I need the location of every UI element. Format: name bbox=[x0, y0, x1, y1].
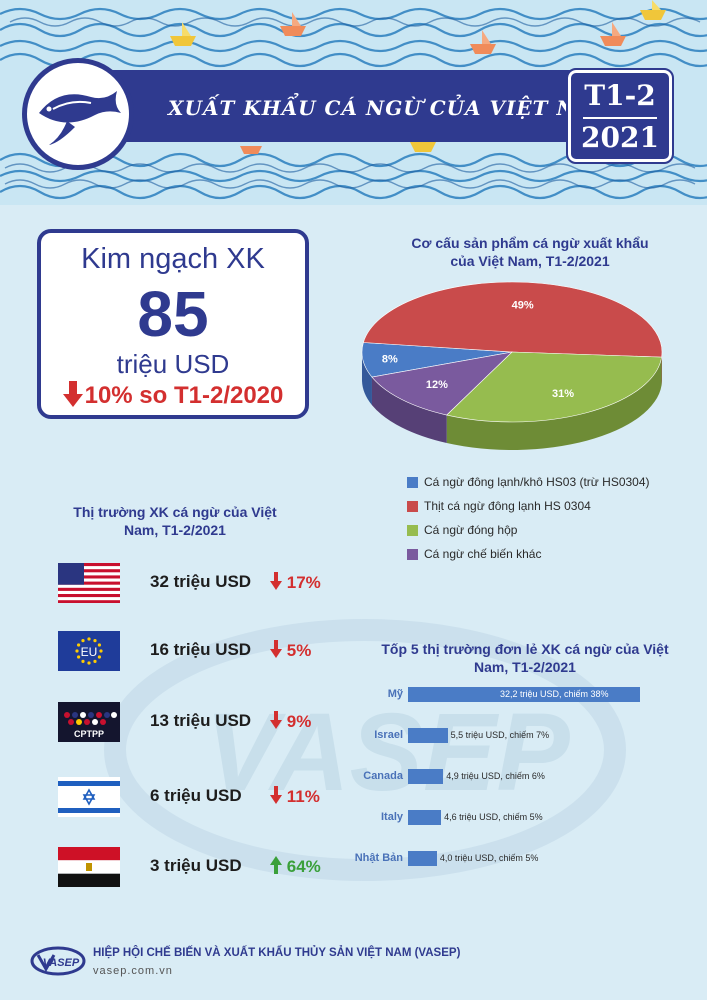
bar-category-label: Canada bbox=[363, 770, 403, 782]
legend-item: Cá ngừ đóng hộp bbox=[407, 522, 687, 540]
cptpp-flag-icon: CPTPP bbox=[58, 702, 120, 742]
legend-label: Thịt cá ngừ đông lạnh HS 0304 bbox=[424, 499, 591, 513]
down-arrow-icon bbox=[62, 381, 83, 407]
market-change: 17% bbox=[270, 572, 321, 593]
bar-data-label: 5,5 triệu USD, chiếm 7% bbox=[450, 730, 550, 740]
legend-item: Cá ngừ chế biến khác bbox=[407, 546, 687, 564]
legend-label: Cá ngừ đóng hộp bbox=[424, 523, 518, 537]
market-row-usa: 32 triệu USD 17% bbox=[50, 563, 350, 605]
bar bbox=[408, 687, 640, 702]
legend-label: Cá ngừ chế biến khác bbox=[424, 547, 542, 561]
footer-organization: HIỆP HỘI CHẾ BIẾN VÀ XUẤT KHẨU THỦY SẢN … bbox=[93, 947, 461, 959]
bar bbox=[408, 851, 437, 866]
bar-data-label: 32,2 triệu USD, chiếm 38% bbox=[500, 689, 609, 699]
market-value: 32 triệu USD bbox=[150, 572, 252, 591]
pie-slice bbox=[362, 281, 663, 358]
market-change: 64% bbox=[270, 856, 321, 877]
market-change: 11% bbox=[270, 786, 320, 807]
markets-title: Thị trường XK cá ngừ của Việt Nam, T1-2/… bbox=[73, 504, 277, 538]
israel-flag-icon bbox=[58, 777, 120, 817]
export-value-change-text: 10% so T1-2/2020 bbox=[84, 382, 284, 409]
legend-swatch bbox=[407, 477, 418, 488]
page-title: XUẤT KHẨU CÁ NGỪ CỦA VIỆT NAM bbox=[168, 96, 616, 120]
pie-chart-title: Cơ cấu sản phẩm cá ngừ xuất khẩu của Việ… bbox=[411, 235, 649, 269]
bar-data-label: 4,0 triệu USD, chiếm 5% bbox=[439, 853, 539, 863]
footer-url: vasep.com.vn bbox=[93, 965, 173, 977]
eu-flag-icon: EU bbox=[58, 631, 120, 671]
export-value-label: Kim ngạch XK bbox=[81, 243, 265, 275]
export-value-unit: triệu USD bbox=[116, 349, 230, 379]
legend-item: Cá ngừ đông lạnh/khô HS03 (trừ HS0304) bbox=[407, 474, 687, 492]
bar-category-label: Italy bbox=[380, 811, 403, 823]
pie-slice bbox=[446, 351, 662, 423]
market-row-cptpp: CPTPP 13 triệu USD 9% bbox=[50, 702, 350, 744]
up-arrow-icon bbox=[270, 856, 282, 874]
down-arrow-icon bbox=[270, 711, 282, 729]
pie-chart: 8% 49% 31% 12% bbox=[361, 281, 663, 450]
market-value: 16 triệu USD bbox=[150, 640, 252, 659]
eu-flag-text: EU bbox=[81, 645, 98, 659]
pie-data-label: 31% bbox=[552, 388, 574, 400]
market-row-israel: 6 triệu USD 11% bbox=[50, 777, 350, 819]
market-change-text: 9% bbox=[286, 712, 312, 731]
bar-category-label: Israel bbox=[374, 729, 403, 741]
watermark-text: VASEP bbox=[205, 691, 570, 814]
cptpp-flag-text: CPTPP bbox=[74, 729, 104, 739]
legend-swatch bbox=[407, 501, 418, 512]
bar-chart-title: Tốp 5 thị trường đơn lẻ XK cá ngừ của Vi… bbox=[381, 641, 669, 675]
bar bbox=[408, 810, 442, 825]
market-value: 3 triệu USD bbox=[150, 856, 242, 875]
export-value-change: 10% so T1-2/2020 bbox=[41, 381, 305, 410]
legend-label: Cá ngừ đông lạnh/khô HS03 (trừ HS0304) bbox=[424, 475, 650, 489]
market-row-eu: EU 16 triệu USD 5% bbox=[50, 631, 350, 673]
bar-data-label: 4,9 triệu USD, chiếm 6% bbox=[446, 771, 545, 781]
pie-slice-side bbox=[446, 357, 662, 450]
bar bbox=[408, 769, 444, 784]
period-badge: T1-2 2021 bbox=[566, 68, 674, 164]
export-value-card: Kim ngạch XK 85 triệu USD 10% so T1-2/20… bbox=[37, 229, 309, 419]
legend-item: Thịt cá ngừ đông lạnh HS 0304 bbox=[407, 498, 687, 516]
market-row-egypt: 3 triệu USD 64% bbox=[50, 847, 350, 889]
tuna-logo bbox=[22, 58, 134, 170]
period-line2: 2021 bbox=[581, 121, 659, 154]
export-value-number: 85 bbox=[137, 278, 209, 350]
market-change-text: 64% bbox=[286, 857, 321, 876]
title-banner bbox=[60, 70, 620, 142]
bar-category-label: Mỹ bbox=[387, 688, 403, 700]
bar-data-label: 4,6 triệu USD, chiếm 5% bbox=[444, 812, 543, 822]
vasep-watermark: VASEP bbox=[104, 619, 626, 881]
period-line1: T1-2 bbox=[584, 79, 656, 112]
vasep-logo-text: VASEP bbox=[43, 957, 80, 969]
market-value: 6 triệu USD bbox=[150, 786, 242, 805]
pie-data-label: 49% bbox=[512, 300, 534, 312]
down-arrow-icon bbox=[270, 640, 282, 658]
market-value: 13 triệu USD bbox=[150, 711, 252, 730]
period-divider bbox=[583, 117, 657, 119]
pie-data-label: 8% bbox=[382, 354, 398, 366]
legend-swatch bbox=[407, 525, 418, 536]
egypt-flag-icon bbox=[58, 847, 120, 887]
bar-category-label: Nhật Bản bbox=[354, 852, 403, 864]
usa-flag-icon bbox=[58, 563, 120, 603]
market-change: 5% bbox=[270, 640, 311, 661]
pie-data-label: 12% bbox=[426, 379, 448, 391]
market-change-text: 17% bbox=[286, 573, 321, 592]
down-arrow-icon bbox=[270, 786, 282, 804]
pie-slice bbox=[371, 351, 513, 416]
vasep-logo: VASEP bbox=[30, 946, 86, 976]
bar bbox=[408, 728, 448, 743]
down-arrow-icon bbox=[270, 572, 282, 590]
market-change-text: 11% bbox=[286, 787, 320, 806]
legend-swatch bbox=[407, 549, 418, 560]
market-change: 9% bbox=[270, 711, 311, 732]
market-change-text: 5% bbox=[286, 641, 312, 660]
